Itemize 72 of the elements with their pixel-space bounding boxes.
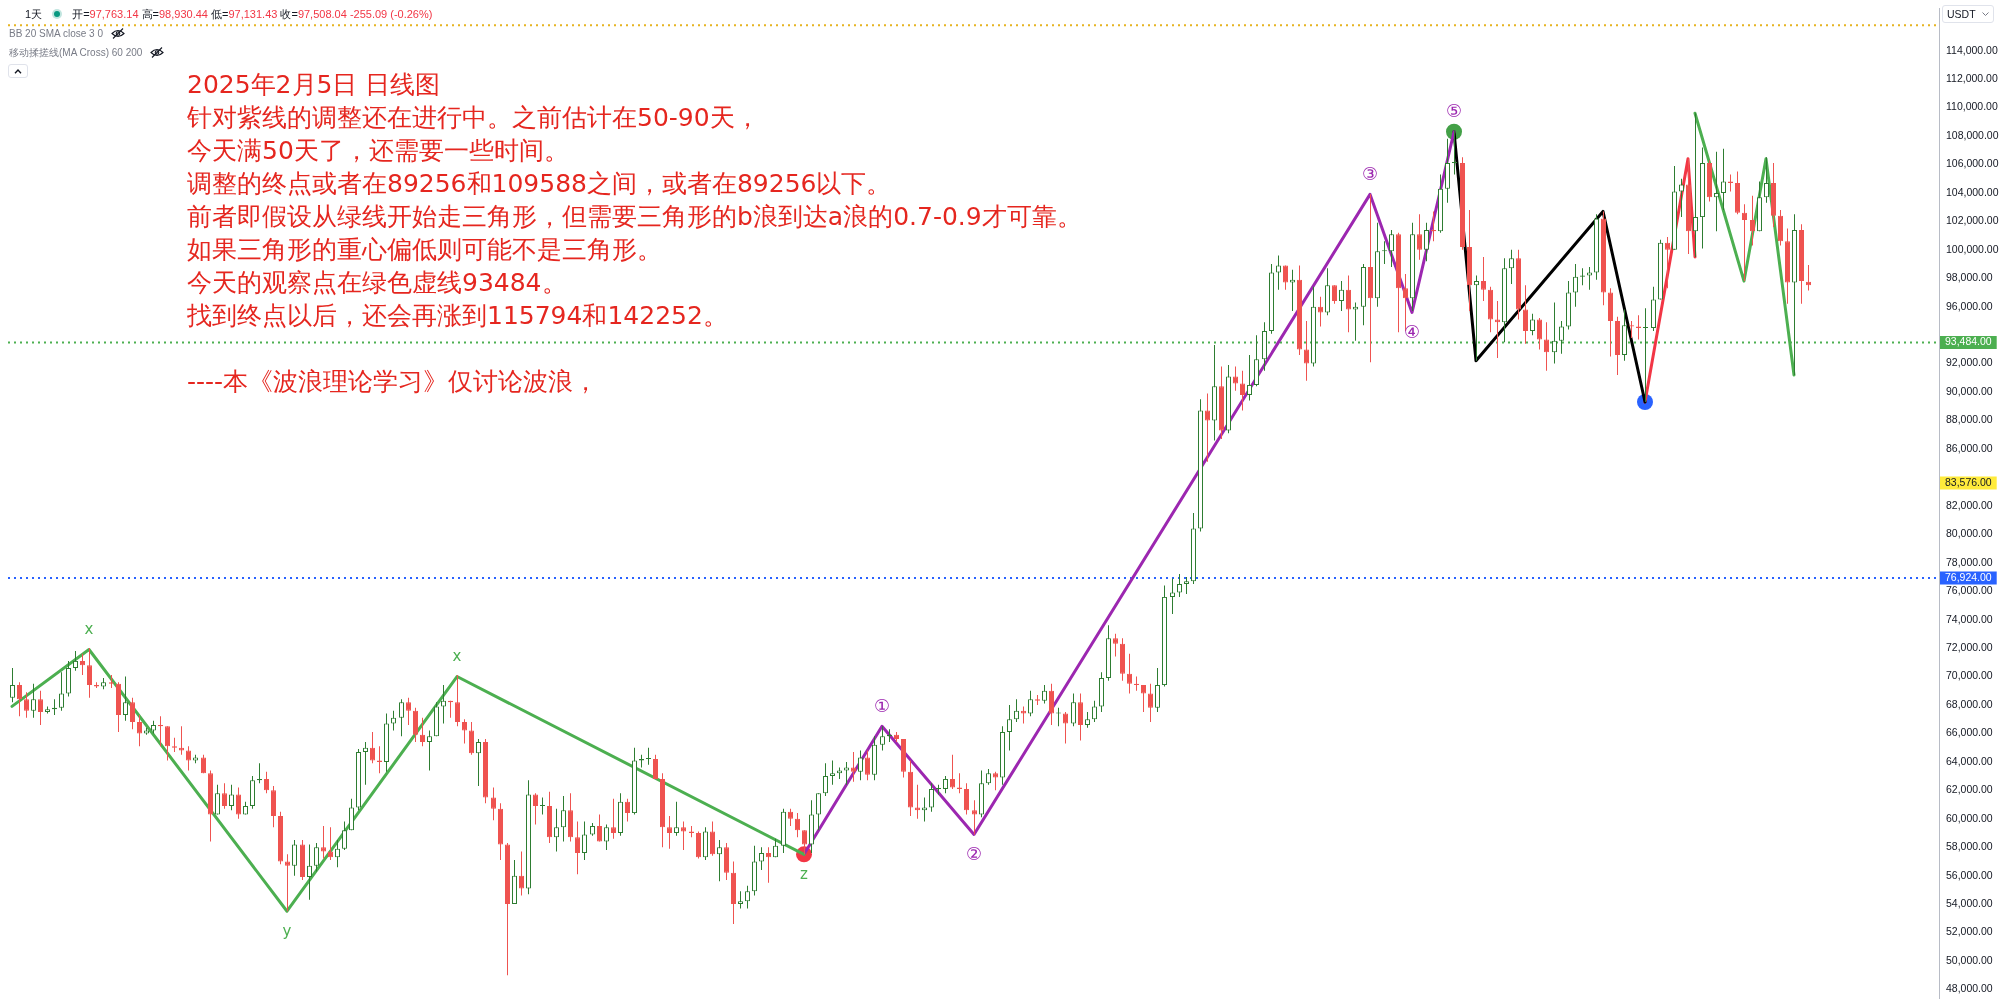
y-tick-label: 56,000.00 (1946, 868, 1993, 881)
y-tick-label: 58,000.00 (1946, 840, 1993, 853)
y-tick-label: 88,000.00 (1946, 413, 1993, 426)
candlestick (915, 784, 920, 819)
y-tick-label: 66,000.00 (1946, 726, 1993, 739)
data-label: x (452, 647, 462, 666)
candlestick (1742, 204, 1747, 282)
ref-line-label: 93,484.00 (1945, 335, 1992, 348)
candlestick (540, 797, 545, 815)
y-tick-label: 52,000.00 (1946, 925, 1993, 938)
data-label: x (84, 620, 94, 639)
y-tick-label: 60,000.00 (1946, 811, 1993, 824)
y-tick-label: 90,000.00 (1946, 384, 1993, 397)
y-tick-label: 108,000.00 (1946, 128, 1999, 141)
y-tick-label: 98,000.00 (1946, 271, 1993, 284)
annotation: 如果三角形的重心偏低则可能不是三角形。 (187, 235, 662, 264)
text: 83,576.00 (1945, 475, 1992, 488)
y-tick-label: 114,000.00 (1946, 43, 1998, 56)
text: 2025年2月5日 日线图 (187, 70, 441, 99)
annotation: 今天满50天了，还需要一些时间。 (187, 136, 569, 165)
candlestick (1693, 113, 1698, 257)
annotation: 找到终点以后，还会再涨到115794和142252。 (186, 301, 728, 330)
candlestick (1643, 308, 1648, 403)
annotation: 今天的观察点在绿色虚线93484。 (187, 268, 567, 297)
data-label: ③ (1361, 163, 1379, 185)
y-tick-label: 50,000.00 (1946, 953, 1993, 966)
y-tick-label: 74,000.00 (1946, 612, 1993, 625)
candlestick (179, 726, 184, 755)
candlestick (1452, 130, 1457, 175)
text: 开=97,763.14 高=98,930.44 低=97,131.43 收=97,508.04 -255.09 (-0.26%) (72, 7, 433, 20)
data-label: ⑤ (1445, 100, 1463, 122)
data-label: ② (965, 843, 983, 865)
y-tick-label: 68,000.00 (1946, 697, 1993, 710)
candlestick (830, 760, 835, 785)
y-tick-label: 104,000.00 (1946, 185, 1999, 198)
data-label: y (282, 922, 292, 941)
data-label: ④ (1403, 321, 1421, 343)
annotation: 针对紫线的调整还在进行中。之前估计在50-90天， (186, 103, 760, 132)
y-tick-label: 82,000.00 (1946, 498, 1993, 511)
y-tick-label: 76,000.00 (1946, 584, 1993, 597)
y-tick-label: 112,000.00 (1946, 72, 1998, 85)
data-label: z (800, 865, 809, 884)
y-tick-label: 100,000.00 (1946, 242, 1999, 255)
annotation: BB 20 SMA close 3 0 (9, 28, 103, 39)
y-tick-label: 102,000.00 (1946, 214, 1999, 227)
annotation: 1天 (25, 6, 43, 22)
annotation: 前者即假设从绿线开始走三角形，但需要三角形的b浪到达a浪的0.7-0.9才可靠。 (187, 202, 1082, 231)
y-tick-label: 62,000.00 (1946, 783, 1993, 796)
annotation: 调整的终点或者在89256和109588之间，或者在89256以下。 (187, 169, 892, 198)
y-tick-label: 78,000.00 (1946, 555, 1993, 568)
y-tick-label: 96,000.00 (1946, 299, 1993, 312)
y-tick-label: 54,000.00 (1946, 897, 1993, 910)
y-tick-label: 86,000.00 (1946, 441, 1993, 454)
y-tick-label: 106,000.00 (1946, 157, 1999, 170)
data-label: ① (873, 694, 891, 716)
y-axis-title: USDT (1947, 8, 1976, 20)
y-tick-label: 72,000.00 (1946, 640, 1993, 653)
ref-line-label: 76,924.00 (1945, 570, 1992, 583)
y-tick-label: 70,000.00 (1946, 669, 1993, 682)
candlestick (646, 747, 651, 765)
candlestick (1353, 302, 1358, 341)
candlestick (936, 784, 941, 795)
y-tick-label: 92,000.00 (1946, 356, 1993, 369)
y-tick-label: 110,000.00 (1946, 100, 1998, 113)
candlestick (285, 854, 290, 912)
candlestick (922, 797, 927, 822)
annotation: 移动揉搓线(MA Cross) 60 200 (9, 45, 143, 60)
y-tick-label: 48,000.00 (1946, 982, 1993, 995)
annotation: ----本《波浪理论学习》仅讨论波浪， (187, 367, 599, 396)
candlestick (1290, 269, 1295, 311)
y-tick-label: 64,000.00 (1946, 754, 1993, 767)
y-tick-label: 80,000.00 (1946, 527, 1993, 540)
